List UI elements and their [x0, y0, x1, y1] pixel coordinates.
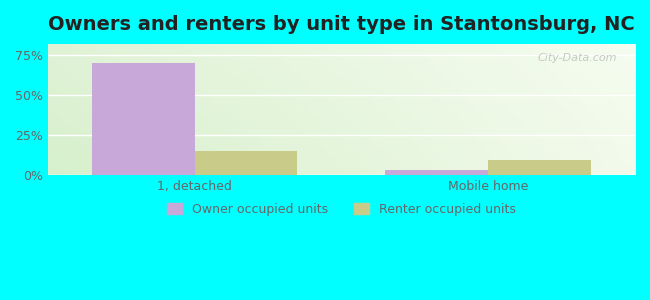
Bar	[488, 160, 591, 175]
Bar	[194, 151, 298, 175]
Bar	[385, 170, 488, 175]
Title: Owners and renters by unit type in Stantonsburg, NC: Owners and renters by unit type in Stant…	[48, 15, 635, 34]
Bar	[92, 63, 194, 175]
Text: City-Data.com: City-Data.com	[538, 53, 617, 63]
Legend: Owner occupied units, Renter occupied units: Owner occupied units, Renter occupied un…	[162, 198, 521, 221]
